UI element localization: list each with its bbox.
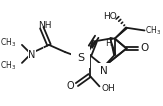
Text: CH$_3$: CH$_3$: [0, 37, 16, 49]
Text: O: O: [140, 43, 148, 54]
Text: N: N: [28, 50, 36, 60]
Text: \: \: [42, 44, 45, 50]
Text: NH: NH: [38, 21, 52, 30]
Polygon shape: [115, 27, 127, 39]
Text: OH: OH: [101, 84, 115, 93]
Text: CH$_3$: CH$_3$: [0, 59, 16, 72]
Text: N: N: [100, 66, 108, 76]
Text: HO: HO: [103, 12, 117, 21]
Text: CH$_3$: CH$_3$: [145, 24, 162, 37]
Polygon shape: [110, 39, 116, 55]
Text: O: O: [67, 81, 74, 91]
Text: S: S: [77, 52, 84, 63]
Text: H: H: [105, 40, 112, 48]
Polygon shape: [110, 38, 115, 39]
